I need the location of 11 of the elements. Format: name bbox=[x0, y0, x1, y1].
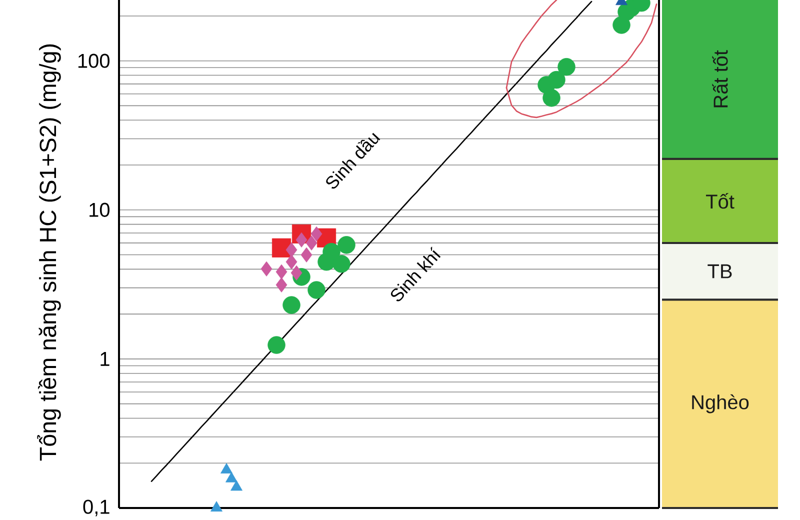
series-label: Nghèo bbox=[692, 394, 749, 414]
series-label: Tốt bbox=[706, 193, 734, 209]
y-tick-label: 10 bbox=[90, 202, 110, 217]
y-axis-title: Tổng tiềm năng sinh HC (S1+S2) (mg/g) bbox=[37, 44, 61, 461]
annotation: Sinh dầu bbox=[326, 132, 380, 189]
series-label: Rất tốt bbox=[712, 50, 728, 108]
y-tick-label: 0,1 bbox=[83, 500, 110, 516]
y-tick-label: 100 bbox=[78, 54, 110, 68]
y-tick-label: 1 bbox=[100, 352, 110, 366]
annotation: Sinh khí bbox=[390, 246, 441, 302]
series-label: TB bbox=[708, 264, 732, 278]
